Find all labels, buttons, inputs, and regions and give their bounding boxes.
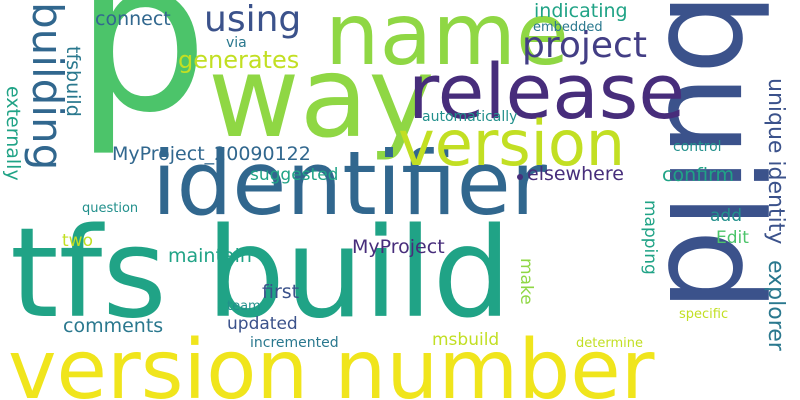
word-connect: connect <box>95 8 171 30</box>
word-control: control <box>673 139 722 155</box>
word-elsewhere: elsewhere <box>527 163 624 185</box>
word-explorer: explorer <box>763 260 788 351</box>
bullet-dot <box>517 174 523 180</box>
word-team: team <box>227 299 261 314</box>
word-indicating: indicating <box>534 0 628 22</box>
word-myproject-20090122: MyProject_20090122 <box>112 143 311 165</box>
word-name: name <box>325 0 569 85</box>
word-edit: Edit <box>716 228 749 248</box>
word-project: project <box>522 25 647 66</box>
word-make: make <box>516 258 536 305</box>
word-add: add <box>710 206 742 226</box>
word-updated: updated <box>227 314 298 334</box>
word-tfsbuild: tfsbuild <box>62 46 84 117</box>
word-msbuild: msbuild <box>432 330 500 350</box>
word-p: p <box>75 0 209 159</box>
word-determine: determine <box>576 336 643 351</box>
word-building: building <box>23 2 72 171</box>
word-automatically: automatically <box>422 109 518 125</box>
word-specific: specific <box>679 307 729 322</box>
word-identifier: identifier <box>152 132 547 235</box>
word-mapping: mapping <box>640 200 660 275</box>
word-using: using <box>204 0 302 40</box>
word-way: way <box>208 33 435 163</box>
word-generates: generates <box>178 46 300 74</box>
word-unique-identity: unique identity <box>763 78 788 245</box>
word-version: version <box>398 107 626 180</box>
word-version-number: version number <box>8 323 655 400</box>
word-two: two <box>62 231 93 251</box>
word-confirm: confirm <box>662 164 735 186</box>
word-tfs-build: tfs build <box>10 202 512 346</box>
word-comments: comments <box>63 315 164 337</box>
word-incremented: incremented <box>250 335 339 351</box>
word-myproject: MyProject <box>352 236 445 258</box>
word-via: via <box>226 35 247 51</box>
word-suggested: suggested <box>250 165 339 185</box>
word-first: first <box>262 281 300 303</box>
word-build-vertical: build <box>639 0 791 312</box>
word-maintain: maintain <box>168 245 252 267</box>
word-embedded: embedded <box>533 20 603 35</box>
word-externally: externally <box>2 86 24 181</box>
word-release: release <box>408 47 686 136</box>
word-question: question <box>82 201 139 216</box>
